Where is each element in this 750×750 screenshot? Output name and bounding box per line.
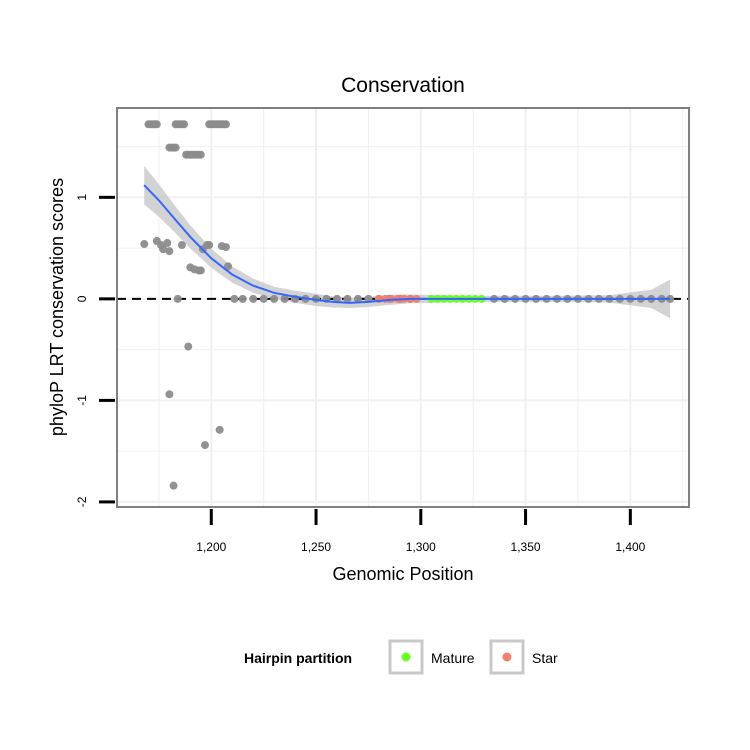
x-tick-label: 1,200 xyxy=(196,540,226,554)
x-tick-label: 1,250 xyxy=(301,540,331,554)
data-point-unassigned xyxy=(159,245,168,254)
data-point-unassigned xyxy=(180,120,189,129)
data-point-unassigned xyxy=(205,241,214,250)
data-point-unassigned xyxy=(666,294,675,303)
points-layer xyxy=(140,120,675,490)
data-point-unassigned xyxy=(343,294,352,303)
data-point-unassigned xyxy=(165,247,174,256)
data-point-unassigned xyxy=(353,294,362,303)
data-point-unassigned xyxy=(215,425,224,434)
y-axis-title: phyloP LRT conservation scores xyxy=(47,178,67,436)
data-point-unassigned xyxy=(259,294,268,303)
data-point-unassigned xyxy=(333,294,341,303)
data-point-unassigned xyxy=(270,294,279,303)
data-point-unassigned xyxy=(238,294,247,303)
data-point-unassigned xyxy=(165,390,174,399)
data-point-unassigned xyxy=(201,441,209,450)
data-point-unassigned xyxy=(173,294,182,303)
plot-panel-border xyxy=(116,107,690,508)
y-tick-label: -1 xyxy=(75,395,89,406)
grid xyxy=(117,108,689,507)
data-point-unassigned xyxy=(171,143,180,152)
x-axis-title: Genomic Position xyxy=(332,564,473,584)
data-point-unassigned xyxy=(163,239,172,248)
legend-item-star: Star xyxy=(489,639,558,675)
data-point-unassigned xyxy=(221,243,230,252)
data-point-unassigned xyxy=(184,342,193,351)
data-point-unassigned xyxy=(152,120,161,129)
x-tick-label: 1,300 xyxy=(406,540,436,554)
legend-label-mature: Mature xyxy=(431,650,475,666)
smooth-line xyxy=(143,184,671,304)
legend: Hairpin partition Mature Star xyxy=(244,639,558,675)
legend-key-star xyxy=(489,639,525,675)
data-point-unassigned xyxy=(177,241,186,250)
legend-swatch-star xyxy=(502,652,512,662)
chart-title: Conservation xyxy=(341,74,465,97)
data-point-unassigned xyxy=(196,150,205,159)
y-tick-label: 0 xyxy=(75,295,89,302)
data-point-unassigned xyxy=(280,294,289,303)
smooth-line-layer xyxy=(143,184,671,304)
data-point-unassigned xyxy=(224,262,233,271)
y-tick-label: -2 xyxy=(75,496,89,507)
legend-label-star: Star xyxy=(532,650,558,666)
x-tick-label: 1,350 xyxy=(511,540,541,554)
x-tick-label: 1,400 xyxy=(615,540,645,554)
data-point-unassigned xyxy=(230,294,239,303)
legend-swatch-mature xyxy=(401,652,411,662)
legend-item-mature: Mature xyxy=(388,639,475,675)
confidence-band xyxy=(144,165,671,319)
data-point-unassigned xyxy=(140,240,149,249)
data-point-unassigned xyxy=(249,294,258,303)
data-point-unassigned xyxy=(221,120,230,129)
data-point-unassigned xyxy=(169,481,178,490)
confidence-band-layer xyxy=(144,165,671,319)
data-point-unassigned xyxy=(196,266,205,275)
y-tick-label: 1 xyxy=(75,194,89,201)
axes: 1,200 1,250 1,300 1,350 1,400 -2 -1 0 1 xyxy=(75,194,646,554)
legend-title: Hairpin partition xyxy=(244,650,352,666)
